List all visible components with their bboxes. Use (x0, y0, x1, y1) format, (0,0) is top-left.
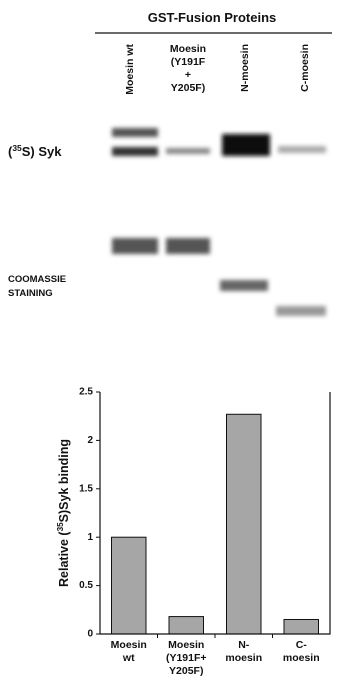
bar (112, 537, 147, 634)
x-tick-label: C- (296, 639, 308, 651)
lane-label: N-moesin (239, 44, 251, 92)
label-part: Relative ( (57, 531, 71, 587)
gel (112, 128, 326, 316)
y-tick-label: 1 (87, 532, 93, 543)
y-tick-label: 0 (87, 629, 93, 640)
bar (284, 619, 319, 634)
label: (35S) Syk (8, 143, 62, 159)
y-tick-label: 2 (87, 435, 93, 446)
band (112, 128, 158, 137)
lane-label: C-moesin (299, 44, 311, 92)
x-tick-label: (Y191F+ (166, 652, 207, 664)
lane-label: (Y191F (171, 56, 206, 68)
lane-label: + (185, 69, 191, 81)
band (276, 306, 326, 316)
stain-label: COOMASSIE (8, 274, 66, 285)
label-sup: 35 (12, 143, 22, 153)
band (112, 238, 158, 254)
lane-label: Moesin wt (124, 44, 136, 95)
band (166, 148, 210, 154)
x-tick-label: N- (238, 639, 250, 651)
lane-label: Y205F) (171, 82, 205, 94)
label-part: S) Syk (22, 144, 63, 159)
y-tick-label: 0.5 (79, 580, 93, 591)
y-tick-label: 2.5 (79, 387, 93, 398)
bar (227, 414, 262, 634)
x-tick-label: Moesin (168, 639, 204, 651)
x-tick-label: Moesin (111, 639, 147, 651)
bar (169, 617, 204, 634)
band (166, 238, 210, 254)
band (278, 146, 326, 153)
band (222, 134, 270, 156)
x-tick-label: Y205F) (169, 665, 203, 677)
x-tick-label: moesin (225, 652, 262, 664)
label-part: S)Syk binding (57, 439, 71, 522)
band (220, 280, 268, 291)
y-tick-label: 1.5 (79, 483, 93, 494)
x-tick-label: wt (122, 652, 135, 664)
label: Relative (35S)Syk binding (56, 439, 71, 587)
figure: GST-Fusion Proteins Moesin wtMoesin(Y191… (0, 0, 338, 687)
header: GST-Fusion Proteins (148, 10, 277, 25)
lane-label: Moesin (170, 43, 206, 55)
band (112, 147, 158, 156)
x-tick-label: moesin (283, 652, 320, 664)
stain-label: STAINING (8, 288, 53, 299)
